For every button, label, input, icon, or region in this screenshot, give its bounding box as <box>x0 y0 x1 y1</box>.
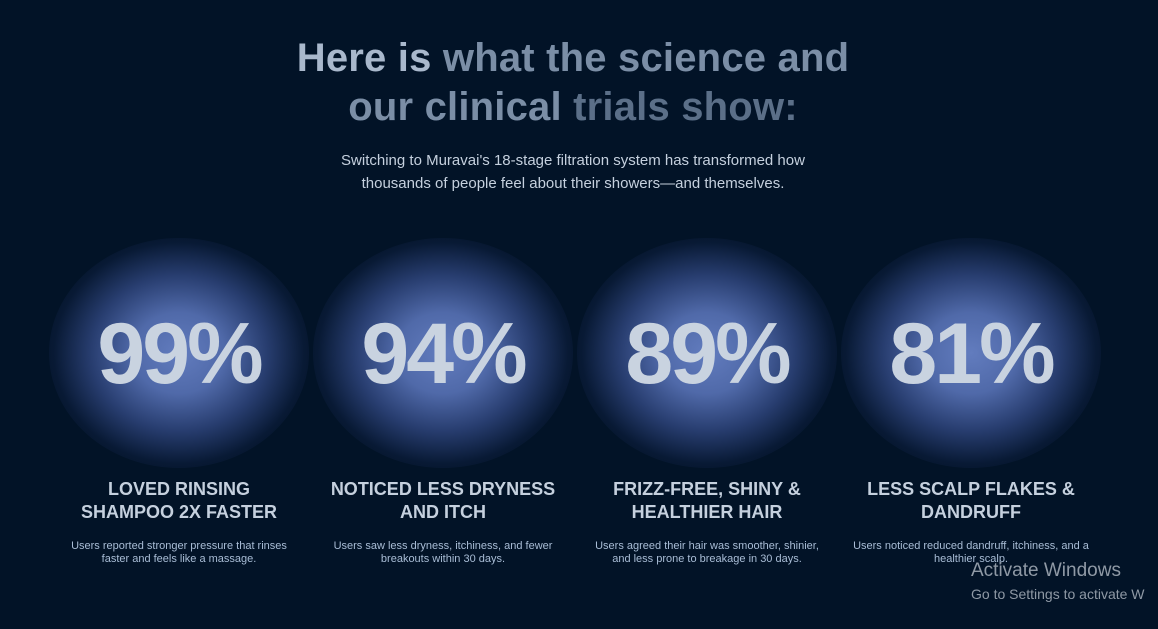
stat-description-line-1: Users agreed their hair was smoother, sh… <box>595 540 819 552</box>
stat-description-line-2: faster and feels like a massage. <box>101 553 257 565</box>
stat-glow <box>49 238 309 468</box>
section-heading: Here is what the science and our clinica… <box>0 34 1146 132</box>
stat-card-dryness: 94% NOTICED LESS DRYNESS AND ITCH Users … <box>311 230 575 590</box>
stat-description: Users noticed reduced dandruff, itchines… <box>839 540 1103 566</box>
watermark-subtitle: Go to Settings to activate W <box>971 586 1145 602</box>
stat-glow <box>577 238 837 468</box>
stat-description-line-2: and less prone to breakage in 30 days. <box>612 553 802 565</box>
stat-label-line-1: FRIZZ-FREE, SHINY & <box>613 479 801 499</box>
stat-description: Users saw less dryness, itchiness, and f… <box>311 540 575 566</box>
section-subtitle: Switching to Muravai's 18-stage filtrati… <box>0 149 1146 195</box>
stat-description-line-1: Users saw less dryness, itchiness, and f… <box>333 540 553 552</box>
stat-label: LOVED RINSING SHAMPOO 2X FASTER <box>47 478 311 524</box>
activate-windows-watermark: Activate Windows Go to Settings to activ… <box>971 560 1145 604</box>
stat-label-line-2: AND ITCH <box>400 502 486 522</box>
heading-line-2-start: our clinical <box>348 85 574 129</box>
stat-label: NOTICED LESS DRYNESS AND ITCH <box>311 478 575 524</box>
stat-description: Users agreed their hair was smoother, sh… <box>575 540 839 566</box>
stat-description-line-1: Users noticed reduced dandruff, itchines… <box>853 540 1089 552</box>
stat-percent: 94% <box>361 306 527 402</box>
heading-line-2-rest: trials show: <box>573 85 798 129</box>
stat-label: FRIZZ-FREE, SHINY & HEALTHIER HAIR <box>575 478 839 524</box>
stat-label-line-1: NOTICED LESS DRYNESS <box>330 479 556 499</box>
stat-description-line-2: healthier scalp. <box>934 553 1008 565</box>
stat-percent: 89% <box>625 306 791 402</box>
stat-card-rinsing: 99% LOVED RINSING SHAMPOO 2X FASTER User… <box>47 230 311 590</box>
stat-description-line-1: Users reported stronger pressure that ri… <box>71 540 287 552</box>
heading-line-2: our clinical trials show: <box>0 83 1146 132</box>
stat-label: LESS SCALP FLAKES & DANDRUFF <box>839 478 1103 524</box>
stats-row: 99% LOVED RINSING SHAMPOO 2X FASTER User… <box>47 230 1103 610</box>
stat-description-line-2: breakouts within 30 days. <box>380 553 506 565</box>
stat-description: Users reported stronger pressure that ri… <box>47 540 311 566</box>
stat-glow <box>841 238 1101 468</box>
stat-label-line-2: DANDRUFF <box>921 502 1021 522</box>
watermark-title: Activate Windows <box>971 560 1121 581</box>
heading-line-1-emphasis: Here is <box>296 36 443 80</box>
stat-label-line-2: HEALTHIER HAIR <box>631 502 783 522</box>
stat-glow <box>313 238 573 468</box>
stat-label-line-1: LOVED RINSING <box>107 479 250 499</box>
stat-percent: 99% <box>97 306 263 402</box>
subtitle-line-2: thousands of people feel about their sho… <box>361 175 785 192</box>
stat-label-line-2: SHAMPOO 2X FASTER <box>80 502 278 522</box>
stat-card-scalp: 81% LESS SCALP FLAKES & DANDRUFF Users n… <box>839 230 1103 590</box>
heading-line-1: Here is what the science and <box>0 34 1146 83</box>
subtitle-line-1: Switching to Muravai's 18-stage filtrati… <box>341 152 805 169</box>
stat-percent: 81% <box>889 306 1055 402</box>
heading-line-1-rest: what the science and <box>442 36 850 80</box>
stat-card-hair: 89% FRIZZ-FREE, SHINY & HEALTHIER HAIR U… <box>575 230 839 590</box>
stat-label-line-1: LESS SCALP FLAKES & <box>867 479 1075 499</box>
